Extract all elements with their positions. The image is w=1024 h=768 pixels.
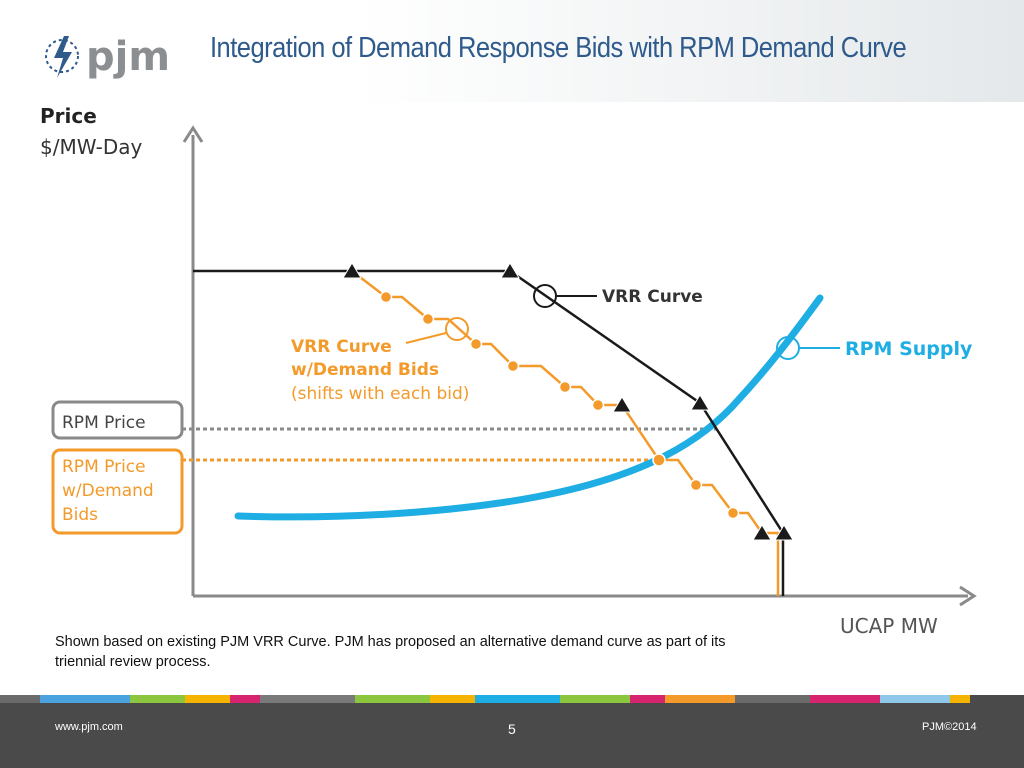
- rpm-price-box: [51, 400, 184, 440]
- vrr-demand-label-line2: w/Demand Bids: [291, 360, 439, 380]
- demand-bid-point: [558, 380, 572, 394]
- y-axis-arrow-icon: [182, 125, 204, 143]
- triangle-marker-icon: [774, 524, 794, 541]
- footer-color-bar: [0, 695, 1024, 703]
- copyright: PJM©2014: [922, 721, 977, 733]
- demand-bid-point: [379, 290, 393, 304]
- triangle-marker-icon: [500, 262, 520, 279]
- vrr-demand-label-line3: (shifts with each bid): [291, 384, 469, 404]
- page-number: 5: [508, 721, 516, 737]
- rpm-supply-label: RPM Supply: [845, 338, 973, 360]
- y-axis-label-price: Price: [40, 104, 97, 128]
- y-axis-label-units: $/MW-Day: [40, 135, 143, 159]
- pjm-lightning-icon: [45, 36, 79, 78]
- rpm-price-label: RPM Price: [62, 413, 146, 433]
- triangle-marker-icon: [342, 262, 362, 279]
- vrr-demand-curve: [351, 270, 780, 596]
- header-banner: pjm Integration of Demand Response Bids …: [0, 0, 1024, 102]
- demand-bid-point: [421, 312, 435, 326]
- footnote: Shown based on existing PJM VRR Curve. P…: [55, 634, 726, 670]
- x-axis-label: UCAP MW: [840, 614, 938, 638]
- vrr-demand-callout-circle: [445, 317, 469, 341]
- demand-bid-point: [689, 478, 703, 492]
- rpm-price-demand-label-line3: Bids: [62, 505, 98, 525]
- footer: www.pjm.com 5 PJM©2014: [0, 703, 1024, 768]
- vrr-curve: [193, 269, 785, 596]
- demand-bid-point: [469, 337, 483, 351]
- demand-curve-diagram: Price $/MW-Day UCAP MW RPM Price RPM Pri…: [40, 104, 977, 638]
- vrr-kink-markers: [342, 262, 794, 541]
- triangle-marker-icon: [752, 524, 772, 541]
- rpm-price-demand-label-line1: RPM Price: [62, 457, 146, 477]
- demand-bid-point: [652, 453, 666, 467]
- logo-text: pjm: [86, 34, 170, 80]
- vrr-demand-callout-line: [405, 332, 447, 344]
- rpm-price-demand-box: [51, 448, 184, 535]
- demand-bid-point: [726, 506, 740, 520]
- pjm-logo: pjm: [45, 34, 170, 80]
- demand-bid-point: [506, 359, 520, 373]
- demand-bid-points: [379, 290, 740, 520]
- demand-bid-point: [591, 398, 605, 412]
- slide-title: Integration of Demand Response Bids with…: [210, 32, 907, 64]
- triangle-marker-icon: [612, 396, 632, 413]
- rpm-supply-curve: [234, 294, 824, 521]
- triangle-marker-icon: [690, 394, 710, 411]
- vrr-curve-label: VRR Curve: [602, 287, 703, 307]
- x-axis-arrow-icon: [959, 585, 977, 607]
- vrr-demand-label-line1: VRR Curve: [291, 337, 392, 357]
- footer-url-link[interactable]: www.pjm.com: [55, 721, 123, 733]
- rpm-price-demand-label-line2: w/Demand: [62, 481, 154, 501]
